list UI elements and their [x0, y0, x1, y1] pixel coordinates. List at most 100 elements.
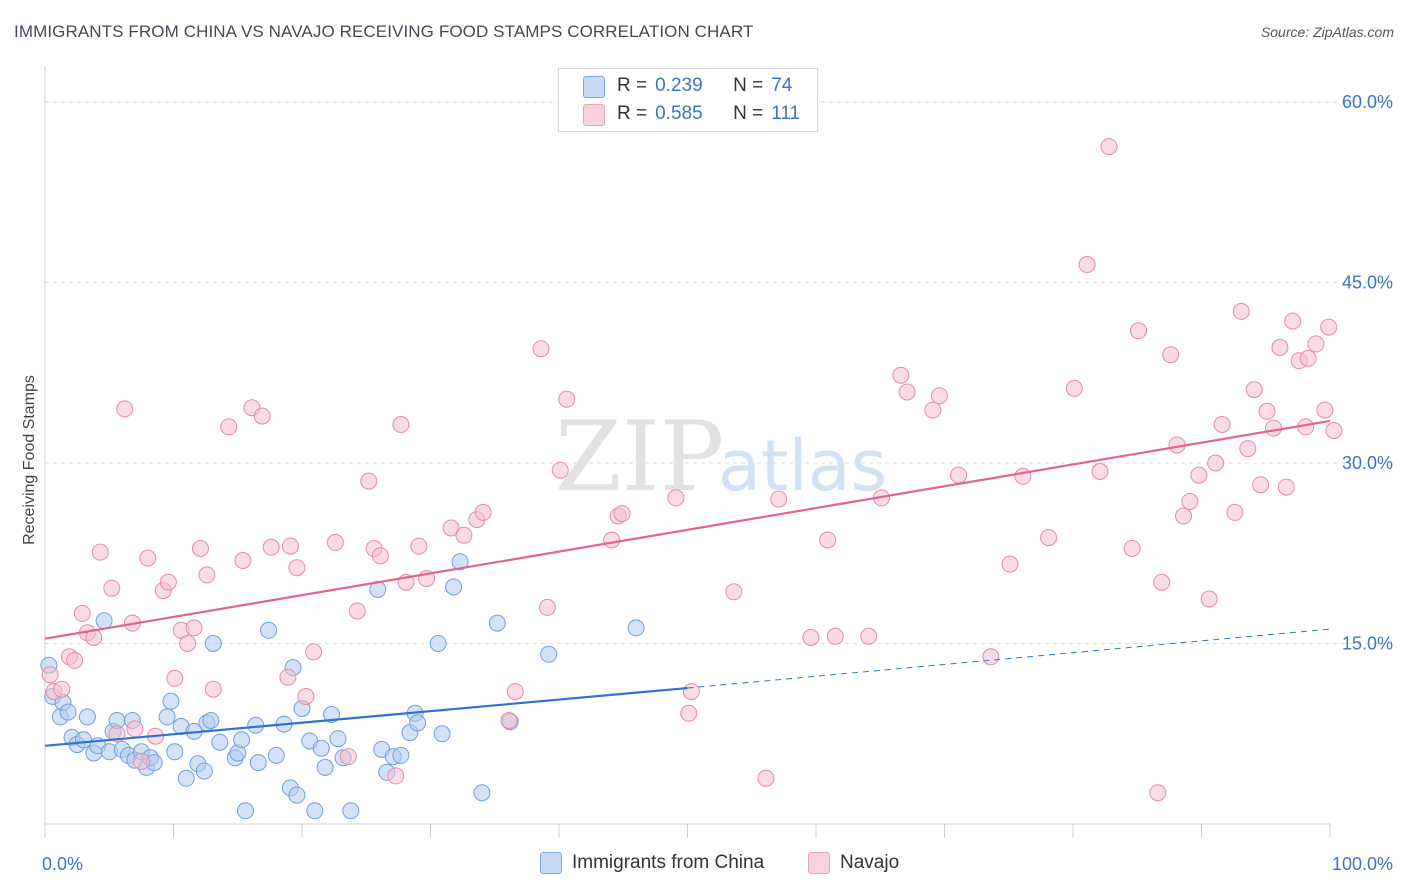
point-navajo [53, 680, 71, 698]
point-china [237, 802, 254, 820]
point-china [473, 784, 491, 802]
point-navajo [179, 635, 197, 652]
point-navajo [474, 503, 492, 521]
watermark-atlas: atlas [718, 425, 887, 507]
point-china [267, 746, 285, 764]
point-navajo [1271, 339, 1289, 356]
point-navajo [1299, 349, 1317, 367]
point-china [488, 614, 506, 632]
point-navajo [253, 407, 271, 425]
point-navajo [1307, 335, 1325, 353]
point-navajo [1091, 463, 1109, 480]
point-navajo [339, 748, 357, 766]
point-navajo [506, 683, 524, 701]
series-legend: Immigrants from China Navajo [0, 852, 1406, 878]
point-china [316, 758, 334, 776]
point-navajo [159, 573, 177, 591]
legend-swatch-navajo [583, 104, 605, 126]
trend-lines [44, 419, 1331, 747]
point-navajo [66, 651, 84, 669]
point-navajo [1175, 507, 1192, 525]
n-label: N = [733, 103, 764, 124]
point-navajo [139, 549, 157, 567]
point-china [445, 578, 463, 596]
point-navajo [826, 627, 844, 645]
point-navajo [982, 648, 1000, 666]
y-tick-label: 60.0% [1342, 92, 1393, 112]
point-navajo [667, 489, 685, 507]
point-navajo [1284, 312, 1302, 330]
n-value: 111 [771, 103, 801, 124]
point-navajo [1078, 256, 1096, 273]
y-tick-label: 15.0% [1342, 634, 1393, 654]
point-navajo [725, 583, 743, 601]
point-china [429, 635, 447, 652]
point-navajo [1014, 467, 1032, 485]
point-navajo [297, 688, 315, 705]
point-navajo [387, 767, 405, 785]
point-navajo [1265, 419, 1282, 437]
point-navajo [770, 490, 788, 508]
trend-line-china [44, 686, 688, 747]
point-navajo [930, 387, 948, 405]
legend-row-navajo: R = 0.585 N = 111 [583, 101, 801, 127]
point-china [158, 708, 176, 726]
point-navajo [279, 668, 297, 686]
point-navajo [126, 720, 144, 738]
legend-row-china: R = 0.239 N = 74 [583, 73, 793, 99]
point-navajo [455, 526, 473, 544]
point-navajo [1001, 555, 1019, 573]
point-navajo [234, 552, 252, 569]
point-china [312, 739, 330, 757]
point-china [233, 731, 251, 749]
point-navajo [1277, 478, 1295, 496]
point-navajo [1226, 503, 1244, 521]
data-points [40, 138, 1343, 820]
point-navajo [348, 602, 366, 620]
x-tick-label: 100.0% [1332, 854, 1393, 874]
point-navajo [103, 579, 121, 597]
legend-item-navajo: Navajo [808, 852, 899, 874]
point-navajo [1190, 466, 1208, 484]
point-navajo [1162, 346, 1180, 364]
point-navajo [1320, 318, 1338, 336]
point-china [75, 731, 92, 749]
n-label: N = [733, 75, 764, 96]
point-china [392, 746, 410, 764]
point-china [166, 743, 184, 761]
point-china [329, 730, 347, 748]
point-navajo [41, 666, 59, 684]
point-navajo [1207, 454, 1225, 472]
point-navajo [288, 559, 306, 577]
point-navajo [108, 725, 126, 743]
correlation-legend: R = 0.239 N = 74 R = 0.585 N = 111 [558, 68, 818, 132]
point-navajo [551, 461, 569, 479]
point-navajo [680, 704, 698, 722]
tick-labels: 15.0% 30.0% 45.0% 60.0% 0.0% 100.0% [42, 92, 1393, 874]
point-navajo [1181, 493, 1199, 510]
legend-swatch-navajo [808, 852, 830, 874]
point-navajo [1325, 422, 1343, 439]
point-navajo [220, 418, 238, 436]
point-navajo [802, 629, 820, 646]
point-navajo [860, 627, 878, 645]
point-navajo [392, 416, 410, 433]
point-navajo [757, 769, 775, 787]
point-navajo [1316, 401, 1334, 419]
point-china [78, 708, 96, 726]
point-navajo [819, 531, 837, 549]
point-navajo [198, 566, 216, 584]
n-value: 74 [771, 75, 793, 96]
point-navajo [898, 383, 916, 401]
point-navajo [682, 683, 700, 701]
point-navajo [326, 533, 344, 551]
point-china [433, 725, 451, 743]
point-china [306, 802, 324, 820]
r-label: R = [617, 75, 648, 96]
point-navajo [204, 680, 222, 698]
point-navajo [538, 598, 556, 616]
point-china [260, 621, 278, 639]
watermark-zip: ZIP [555, 401, 724, 513]
point-china [288, 786, 306, 804]
